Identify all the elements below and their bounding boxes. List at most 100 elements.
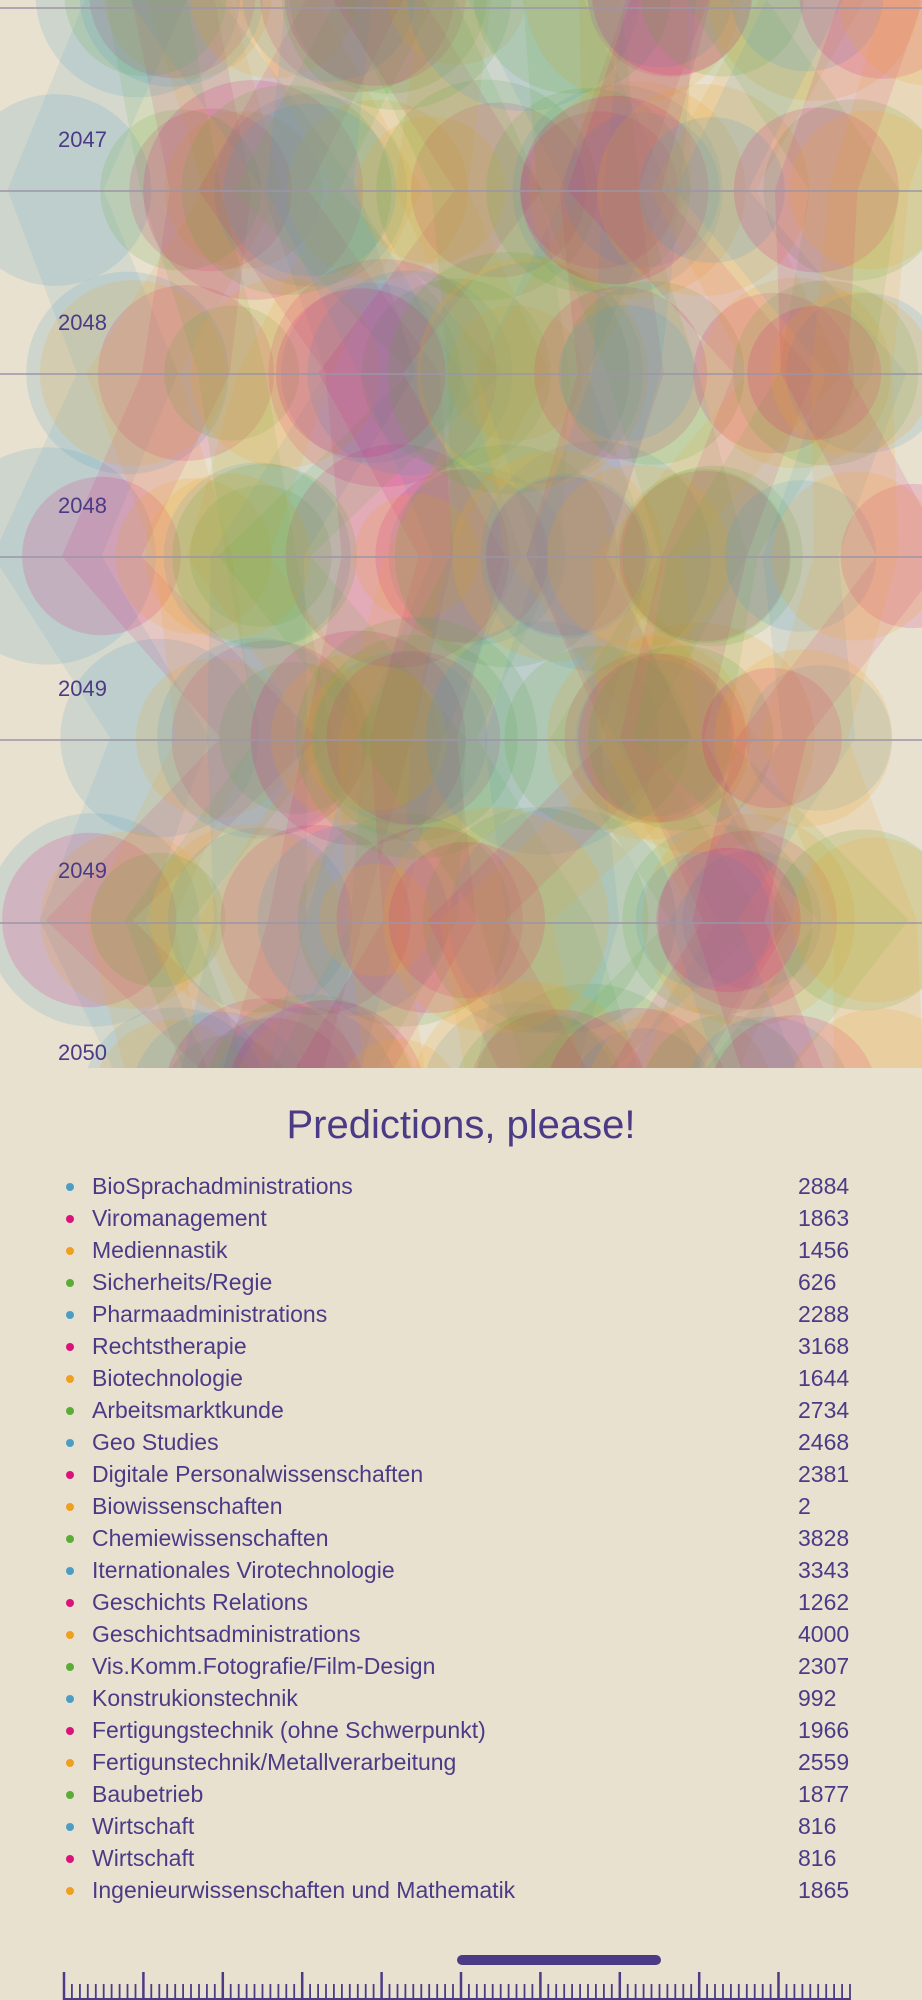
- series-bubble: [799, 0, 922, 79]
- series-bubble: [208, 994, 412, 1070]
- series-ribbon: [439, 920, 582, 1070]
- series-bubble: [358, 116, 506, 264]
- legend-label: Pharmaadministrations: [92, 1301, 328, 1327]
- legend-item[interactable]: Fertigunstechnik/Metallverarbeitung 2559: [56, 1746, 876, 1778]
- series-bubble: [311, 634, 518, 842]
- series-ribbon: [592, 190, 681, 373]
- series-ribbon: [504, 556, 757, 738]
- legend-item[interactable]: Geschichtsadministrations 4000: [56, 1618, 876, 1650]
- series-ribbon: [759, 738, 917, 920]
- legend-item[interactable]: Vis.Komm.Fotografie/Film-Design 2307: [56, 1650, 876, 1682]
- legend-item[interactable]: BioSprachadministrations 2884: [56, 1170, 876, 1202]
- series-bubble: [546, 464, 730, 648]
- series-bubble: [701, 667, 842, 809]
- legend-value: 2884: [798, 1173, 850, 1199]
- series-ribbon: [318, 190, 543, 373]
- series-bubble: [196, 1017, 350, 1070]
- legend-dot-icon: [66, 1311, 74, 1319]
- legend-item[interactable]: Biowissenschaften 2: [56, 1490, 876, 1522]
- series-bubble: [163, 462, 351, 650]
- series-ribbon: [427, 920, 588, 1070]
- legend-item[interactable]: Wirtschaft 816: [56, 1810, 876, 1842]
- legend-item[interactable]: Rechtstherapie 3168: [56, 1330, 876, 1362]
- legend-label: Fertigunstechnik/Metallverarbeitung: [92, 1749, 457, 1775]
- bubble-stream-chart: 2047 2048 2048 2049 2049 2050: [0, 0, 922, 1070]
- legend-item[interactable]: Sicherheits/Regie 626: [56, 1266, 876, 1298]
- legend-value: 816: [798, 1845, 837, 1871]
- legend-dot-icon: [66, 1855, 74, 1863]
- series-bubble: [642, 813, 855, 1027]
- legend-item[interactable]: Fertigungstechnik (ohne Schwerpunkt) 1966: [56, 1714, 876, 1746]
- series-bubble: [22, 476, 181, 636]
- legend-value: 1865: [798, 1877, 850, 1903]
- series-bubble: [447, 305, 583, 441]
- series-ribbon: [318, 373, 506, 556]
- series-ribbon: [61, 373, 231, 556]
- series-bubble: [394, 444, 618, 668]
- series-ribbon: [222, 920, 364, 1070]
- legend-item[interactable]: Biotechnologie 1644: [56, 1362, 876, 1394]
- series-ribbon: [625, 920, 787, 1070]
- legend-dot-icon: [66, 1503, 74, 1511]
- series-ribbon: [448, 373, 570, 556]
- series-ribbon: [597, 738, 802, 920]
- legend-item[interactable]: Geo Studies 2468: [56, 1426, 876, 1458]
- series-bubble: [484, 473, 650, 639]
- series-ribbon: [468, 0, 671, 190]
- series-ribbon: [198, 920, 360, 1070]
- series-bubble: [619, 470, 790, 642]
- series-ribbon: [218, 556, 467, 738]
- legend-item[interactable]: Iternationales Virotechnologie 3343: [56, 1554, 876, 1586]
- legend-item[interactable]: Baubetrieb 1877: [56, 1778, 876, 1810]
- series-ribbon: [0, 556, 210, 738]
- series-bubble: [422, 807, 649, 1033]
- series-bubble: [189, 485, 332, 627]
- legend-item[interactable]: Viromanagement 1863: [56, 1202, 876, 1234]
- series-ribbon: [759, 556, 899, 738]
- series-bubble: [64, 0, 227, 77]
- series-ribbon: [675, 0, 843, 190]
- legend-item[interactable]: Arbeitsmarktkunde 2734: [56, 1394, 876, 1426]
- series-bubble: [281, 0, 512, 110]
- series-bubble: [143, 80, 363, 300]
- series-ribbon: [141, 190, 252, 373]
- series-ribbon: [775, 190, 858, 373]
- legend-label: Rechtstherapie: [92, 1333, 247, 1359]
- legend-item[interactable]: Geschichts Relations 1262: [56, 1586, 876, 1618]
- series-bubble: [700, 277, 891, 469]
- legend-dot-icon: [66, 1791, 74, 1799]
- legend-dot-icon: [66, 1663, 74, 1671]
- legend-label: Ingenieurwissenschaften und Mathematik: [92, 1877, 516, 1903]
- legend-item[interactable]: Pharmaadministrations 2288: [56, 1298, 876, 1330]
- legend-value: 2381: [798, 1461, 850, 1487]
- series-bubble: [172, 463, 357, 649]
- legend-item[interactable]: Mediennastik 1456: [56, 1234, 876, 1266]
- legend-label: Fertigungstechnik (ohne Schwerpunkt): [92, 1717, 486, 1743]
- legend-item[interactable]: Konstrukionstechnik 992: [56, 1682, 876, 1714]
- legend-label: Wirtschaft: [92, 1813, 195, 1839]
- series-ribbon: [84, 738, 256, 920]
- series-bubble: [733, 107, 899, 273]
- series-bubble: [87, 1007, 263, 1070]
- series-bubble: [136, 658, 296, 818]
- year-label: 2048: [58, 310, 107, 335]
- legend-label: Biowissenschaften: [92, 1493, 283, 1519]
- legend-item[interactable]: Ingenieurwissenschaften und Mathematik 18…: [56, 1874, 876, 1906]
- series-bubble: [284, 0, 466, 86]
- year-slider[interactable]: [0, 1940, 922, 2000]
- legend-dot-icon: [66, 1599, 74, 1607]
- series-ribbon: [86, 190, 283, 373]
- legend-dot-icon: [66, 1567, 74, 1575]
- series-ribbon: [606, 373, 748, 556]
- legend-value: 1456: [798, 1237, 850, 1263]
- legend-item[interactable]: Chemiewissenschaften 3828: [56, 1522, 876, 1554]
- series-bubble: [472, 1009, 644, 1070]
- slider-thumb[interactable]: [457, 1955, 662, 1965]
- legend-value: 1262: [798, 1589, 850, 1615]
- series-bubble: [640, 0, 804, 77]
- series-ribbon: [526, 373, 664, 556]
- legend-item[interactable]: Wirtschaft 816: [56, 1842, 876, 1874]
- legend-item[interactable]: Digitale Personalwissenschaften 2381: [56, 1458, 876, 1490]
- legend-value: 3828: [798, 1525, 850, 1551]
- year-label: 2047: [58, 127, 107, 152]
